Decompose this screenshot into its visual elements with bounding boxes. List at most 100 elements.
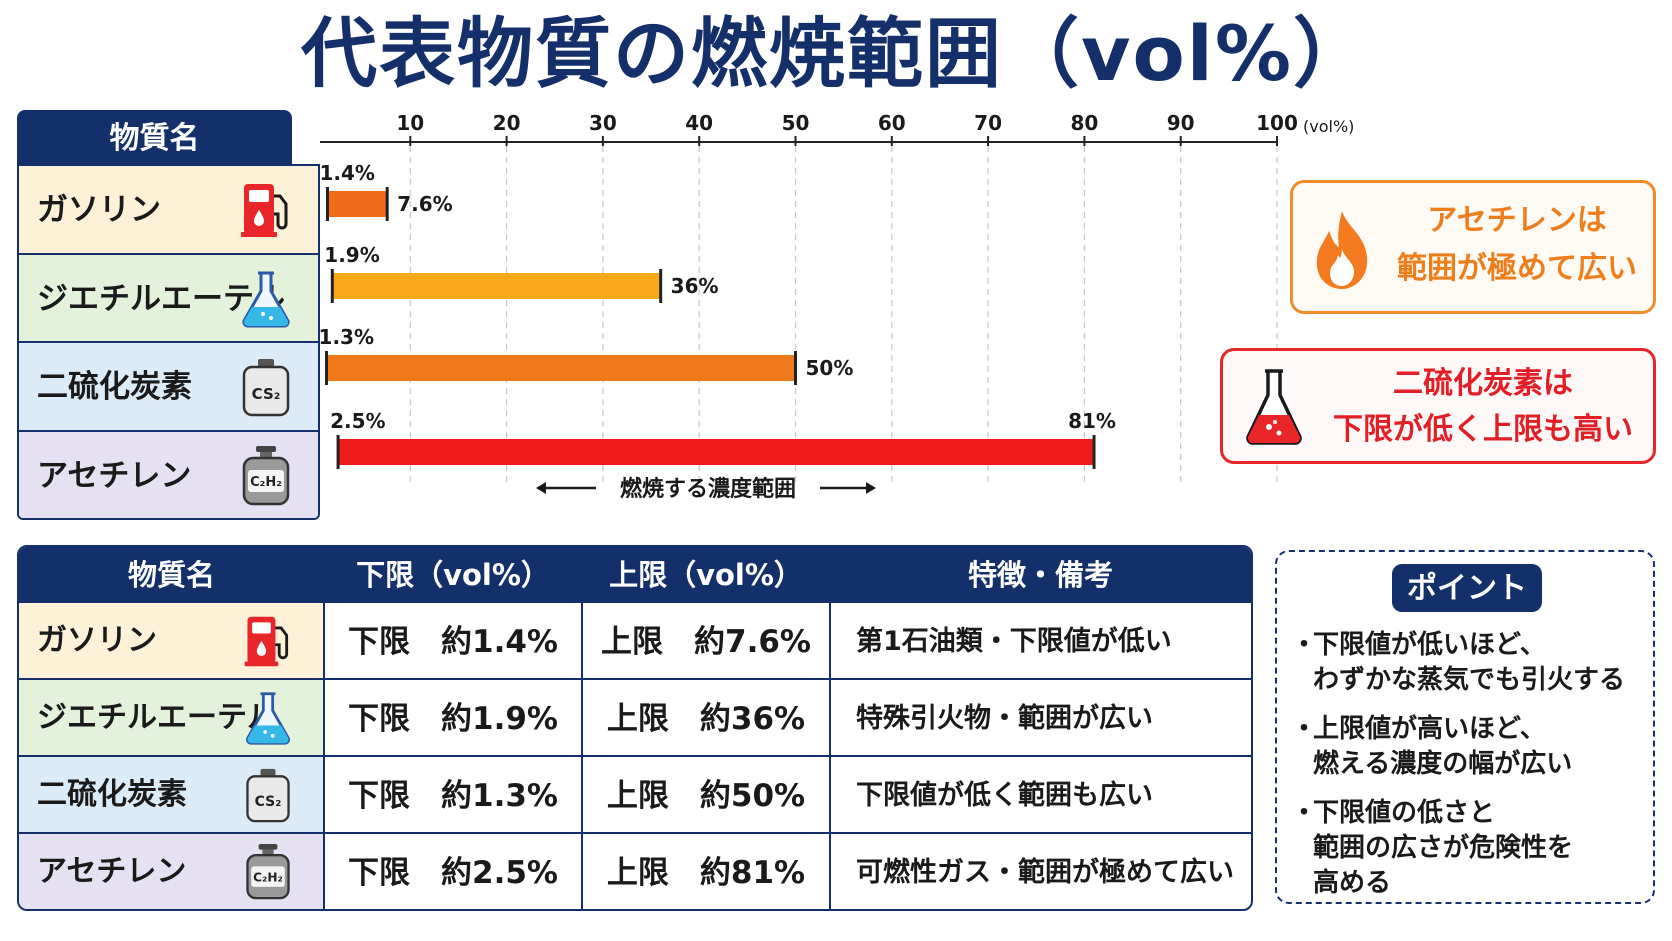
flammable-range-chart: 0 10 20 30 40 50 60 70 80 90 100 (vol%) 1.4% 7.6% 1.9%… <box>320 111 1354 502</box>
substance-row-diethyl-ether: ジエチルエーテル <box>19 254 318 343</box>
upper-value-label: 7.6% <box>397 192 452 216</box>
c2h2-cylinder-icon: C₂H₂ <box>236 446 296 506</box>
x-tick-label: 100 <box>1256 111 1298 135</box>
point-line: わずかな蒸気でも引火する <box>1313 665 1626 695</box>
table-note: 特殊引火物・範囲が広い <box>856 703 1153 734</box>
x-tick-label: 0 <box>320 111 321 135</box>
callout-line: 範囲が極めて広い <box>1397 251 1637 286</box>
flame-icon <box>1316 211 1368 289</box>
substance-header: 物質名 <box>17 110 292 164</box>
substance-name: ジエチルエーテル <box>37 280 285 317</box>
fuel-pump-icon <box>236 180 296 240</box>
cs2-bottle-icon: CS₂ <box>236 357 296 417</box>
point-line: 下限値が低いほど、 <box>1313 630 1546 660</box>
table-substance-name: ガソリン <box>37 623 157 658</box>
bullet-mark: ・ <box>1291 630 1318 660</box>
table-upper: 上限 約7.6% <box>601 624 811 660</box>
point-line: 高める <box>1313 868 1392 898</box>
bullet-mark: ・ <box>1291 714 1318 744</box>
table-lower: 下限 約1.4% <box>348 624 558 660</box>
table-note: 可燃性ガス・範囲が極めて広い <box>856 857 1234 888</box>
x-axis-unit: (vol%) <box>1303 117 1354 136</box>
annotation-arrowhead-left <box>536 482 546 494</box>
page-title: 代表物質の燃焼範囲（vol%） <box>301 9 1371 98</box>
point-item: ・ 上限値が高いほど、 燃える濃度の幅が広い <box>1291 712 1647 782</box>
point-line: 上限値が高いほど、 <box>1313 714 1546 744</box>
table-row: 二硫化炭素 CS₂ 下限 約1.3% 上限 約50% 下限値が低く範囲も広い <box>19 755 1251 832</box>
point-box: ポイント ・ 下限値が低いほど、 わずかな蒸気でも引火する ・ 上限値が高いほど… <box>1275 550 1655 904</box>
table-divider <box>581 547 583 909</box>
substance-list-panel: 物質名 ガソリン ジエチルエーテル 二硫化炭素 CS₂ アセチレン C₂H₂ <box>17 110 320 520</box>
table-upper: 上限 約81% <box>606 855 806 891</box>
table-lower: 下限 約1.9% <box>348 701 558 737</box>
x-tick-label: 30 <box>589 111 617 135</box>
header-upper: 上限（vol%） <box>609 558 803 592</box>
table-row: ガソリン 下限 約1.4% 上限 約7.6% 第1石油類・下限値が低い <box>19 601 1251 678</box>
range-bar-acetylene <box>338 439 1095 465</box>
substance-name: 二硫化炭素 <box>37 369 192 405</box>
cs2-bottle-icon: CS₂ <box>240 767 296 823</box>
table-substance-name: ジエチルエーテル <box>37 700 277 735</box>
c2h2-formula: C₂H₂ <box>253 870 283 884</box>
range-bar-carbon-disulfide <box>326 355 796 381</box>
header-substance: 物質名 <box>127 558 215 592</box>
table-note: 下限値が低く範囲も広い <box>856 780 1153 811</box>
cs2-formula: CS₂ <box>255 794 282 810</box>
point-title: ポイント <box>1392 564 1542 612</box>
substance-rows: ガソリン ジエチルエーテル 二硫化炭素 CS₂ アセチレン C₂H₂ <box>17 164 320 520</box>
point-item: ・ 下限値が低いほど、 わずかな蒸気でも引火する <box>1291 628 1647 698</box>
fuel-pump-icon <box>240 613 296 669</box>
callout-acetylene: アセチレンは 範囲が極めて広い <box>1290 180 1656 314</box>
header-lower: 下限（vol%） <box>356 558 550 592</box>
lower-value-label: 1.3% <box>320 325 374 349</box>
point-line: 下限値の低さと <box>1313 798 1496 828</box>
callout-line: 下限が低く上限も高い <box>1333 412 1633 447</box>
bullet-mark: ・ <box>1291 798 1318 828</box>
upper-value-label: 50% <box>806 356 854 380</box>
table-name-cell: ガソリン <box>19 603 324 678</box>
table-substance-name: 二硫化炭素 <box>37 777 187 812</box>
x-tick-label: 20 <box>493 111 521 135</box>
substance-row-carbon-disulfide: 二硫化炭素 CS₂ <box>19 343 318 432</box>
table-row: ジエチルエーテル 下限 約1.9% 上限 約36% 特殊引火物・範囲が広い <box>19 678 1251 755</box>
lower-value-label: 2.5% <box>330 409 385 433</box>
lower-value-label: 1.4% <box>320 161 375 185</box>
table-lower: 下限 約2.5% <box>348 855 558 891</box>
annotation-arrowhead-right <box>866 482 876 494</box>
x-tick-label: 90 <box>1167 111 1195 135</box>
point-line: 範囲の広さが危険性を <box>1313 833 1574 863</box>
x-tick-label: 40 <box>685 111 713 135</box>
c2h2-formula: C₂H₂ <box>250 475 282 490</box>
callout-carbon-disulfide: 二硫化炭素は 下限が低く上限も高い <box>1220 348 1656 464</box>
flask-icon <box>240 690 296 746</box>
table-name-cell: 二硫化炭素 CS₂ <box>19 757 324 832</box>
table-row: アセチレン C₂H₂ 下限 約2.5% 上限 約81% 可燃性ガス・範囲が極めて… <box>19 832 1251 909</box>
c2h2-cylinder-icon: C₂H₂ <box>240 844 296 900</box>
substance-row-acetylene: アセチレン C₂H₂ <box>19 431 318 518</box>
range-bar-gasoline <box>327 191 388 217</box>
upper-value-label: 81% <box>1068 409 1116 433</box>
table-substance-name: アセチレン <box>37 854 187 889</box>
table-upper: 上限 約36% <box>606 701 806 737</box>
table-lower: 下限 約1.3% <box>348 778 558 814</box>
range-bar-diethyl-ether <box>332 273 661 299</box>
substance-row-gasoline: ガソリン <box>19 166 318 255</box>
upper-value-label: 36% <box>671 274 719 298</box>
flask-icon <box>236 269 296 329</box>
cs2-formula: CS₂ <box>252 385 281 403</box>
table-divider <box>323 547 325 909</box>
point-item: ・ 下限値の低さと 範囲の広さが危険性を 高める <box>1291 796 1647 901</box>
substance-name: ガソリン <box>37 192 161 228</box>
x-tick-label: 10 <box>396 111 424 135</box>
table-divider <box>829 547 831 909</box>
lower-value-label: 1.9% <box>324 243 379 267</box>
x-tick-label: 80 <box>1070 111 1098 135</box>
callout-line: 二硫化炭素は <box>1393 366 1573 401</box>
table-name-cell: ジエチルエーテル <box>19 680 324 755</box>
table-name-cell: アセチレン C₂H₂ <box>19 834 324 909</box>
point-line: 燃える濃度の幅が広い <box>1313 749 1573 779</box>
table-upper: 上限 約50% <box>606 778 806 814</box>
range-table: 物質名 下限（vol%） 上限（vol%） 特徴・備考 ガソリン 下限 約1.4… <box>17 545 1253 911</box>
table-note: 第1石油類・下限値が低い <box>856 626 1172 657</box>
substance-name: アセチレン <box>37 457 192 494</box>
